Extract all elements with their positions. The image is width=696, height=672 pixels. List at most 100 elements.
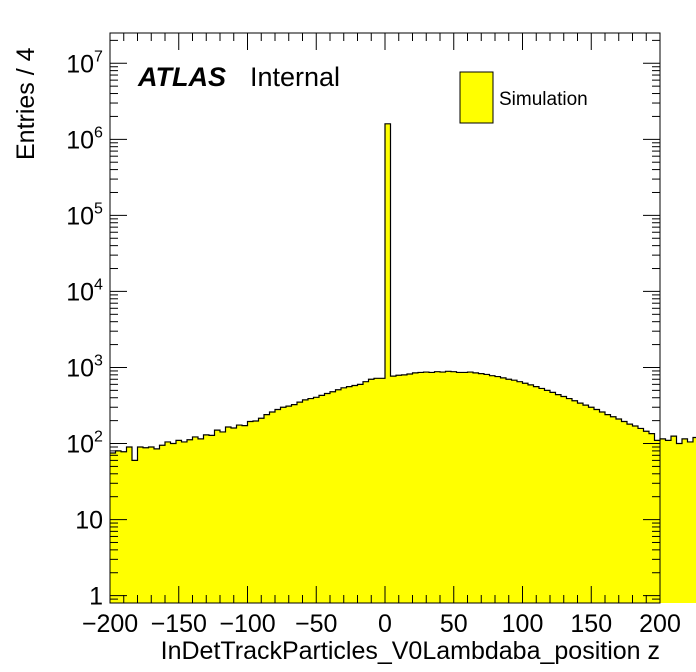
- y-axis-label: Entries / 4: [12, 47, 40, 160]
- histogram-bar: [599, 411, 606, 603]
- histogram-bar: [176, 440, 182, 603]
- histogram-bar: [297, 402, 303, 603]
- histogram-bar: [341, 387, 347, 603]
- y-tick-label: 10: [66, 354, 94, 382]
- histogram-bar: [506, 379, 512, 603]
- status-label: Internal: [250, 62, 340, 92]
- histogram-bar: [649, 433, 655, 603]
- x-tick-label: −150: [151, 610, 207, 638]
- histogram-bar: [654, 440, 661, 603]
- histogram-bar: [572, 400, 578, 603]
- histogram-bar: [203, 434, 210, 603]
- histogram-bar: [357, 384, 364, 603]
- histogram-bar: [621, 421, 628, 603]
- histogram-bar: [324, 393, 331, 603]
- x-tick-label: 0: [378, 610, 392, 638]
- histogram-bar: [418, 372, 424, 603]
- histogram-bar: [511, 380, 518, 603]
- histogram-bar: [253, 420, 259, 603]
- histogram-bar: [302, 399, 309, 603]
- legend: Simulation: [459, 71, 588, 124]
- histogram-bar: [555, 394, 562, 603]
- experiment-label: ATLAS: [137, 62, 226, 92]
- histogram-bar: [330, 391, 336, 603]
- x-axis-label: InDetTrackParticles_V0Lambdaba_position …: [161, 637, 660, 665]
- histogram-bar: [660, 438, 666, 603]
- histogram-bar: [143, 447, 149, 603]
- axis-ticks: [109, 33, 661, 604]
- histogram-bar: [412, 372, 419, 603]
- x-tick-labels: −200 −150 −100 −50 0 50 100 150 200: [82, 610, 681, 638]
- y-tick-label: 10: [66, 202, 94, 230]
- histogram-bar: [583, 405, 589, 603]
- histogram-bar: [407, 374, 413, 603]
- histogram-bar: [434, 371, 441, 603]
- histogram-bar: [467, 372, 474, 603]
- histogram-bar: [616, 419, 622, 603]
- histogram-bar: [170, 443, 177, 603]
- histogram-bar: [291, 404, 298, 603]
- histogram-bar: [269, 411, 276, 603]
- y-tick-label: 10: [66, 278, 94, 306]
- histogram-bar: [561, 396, 567, 603]
- x-tick-label: −100: [219, 610, 275, 638]
- histogram-bar: [286, 406, 292, 603]
- histogram-bar: [390, 376, 397, 603]
- x-tick-label: −50: [295, 610, 337, 638]
- x-tick-label: 50: [440, 610, 468, 638]
- histogram-bar: [594, 409, 600, 603]
- histogram-bar: [500, 377, 507, 603]
- histogram-bar: [225, 426, 232, 603]
- y-tick-exponent: 6: [94, 124, 103, 141]
- histogram-bar: [632, 425, 639, 603]
- histogram-bar: [275, 409, 281, 603]
- histogram-bar: [605, 414, 611, 603]
- histogram-bar: [456, 372, 463, 603]
- legend-entry-simulation: Simulation: [499, 89, 588, 110]
- histogram-bar: [368, 379, 375, 603]
- histogram-bar: [258, 418, 265, 603]
- histogram-bar: [451, 371, 457, 603]
- histogram-bar: [693, 437, 696, 603]
- histogram-bar: [137, 447, 144, 603]
- x-tick-label: 200: [639, 610, 681, 638]
- histogram-bar: [588, 407, 595, 603]
- histogram-bar: [335, 389, 342, 603]
- histogram-bar: [676, 443, 683, 603]
- histogram-bar: [544, 390, 551, 603]
- y-tick-exponent: 4: [94, 276, 103, 293]
- histogram-bar: [374, 378, 380, 603]
- histogram-bar: [550, 392, 556, 603]
- x-tick-label: 100: [502, 610, 544, 638]
- histogram-bar: [517, 381, 523, 603]
- histogram-bar: [627, 424, 633, 603]
- x-tick-label: −200: [82, 610, 138, 638]
- histogram-bar: [577, 403, 584, 603]
- histogram-bar: [352, 385, 358, 603]
- histogram-bar: [495, 376, 501, 603]
- histogram-bar: [198, 438, 204, 603]
- histogram-bar: [665, 440, 672, 603]
- histogram-bar: [319, 395, 325, 603]
- histogram-bar: [192, 436, 199, 603]
- histogram-bar: [638, 428, 644, 603]
- histogram-bar: [473, 372, 479, 603]
- histogram-bar: [539, 388, 545, 603]
- histogram-bar: [671, 436, 677, 603]
- y-tick-exponent: 5: [94, 200, 103, 217]
- histogram-bar: [346, 386, 353, 603]
- histogram-bar: [423, 372, 430, 603]
- histogram-bar: [687, 441, 694, 603]
- histogram-bar: [385, 123, 391, 603]
- y-tick-label: 10: [75, 507, 103, 535]
- histogram-bar: [610, 416, 617, 603]
- histogram-bar: [132, 460, 138, 603]
- histogram-bar: [280, 407, 287, 603]
- histogram-bar: [214, 430, 221, 603]
- histogram-bar: [209, 435, 215, 603]
- histogram-bar: [522, 383, 529, 603]
- histogram-bar: [489, 375, 496, 603]
- histogram-bar: [247, 421, 254, 603]
